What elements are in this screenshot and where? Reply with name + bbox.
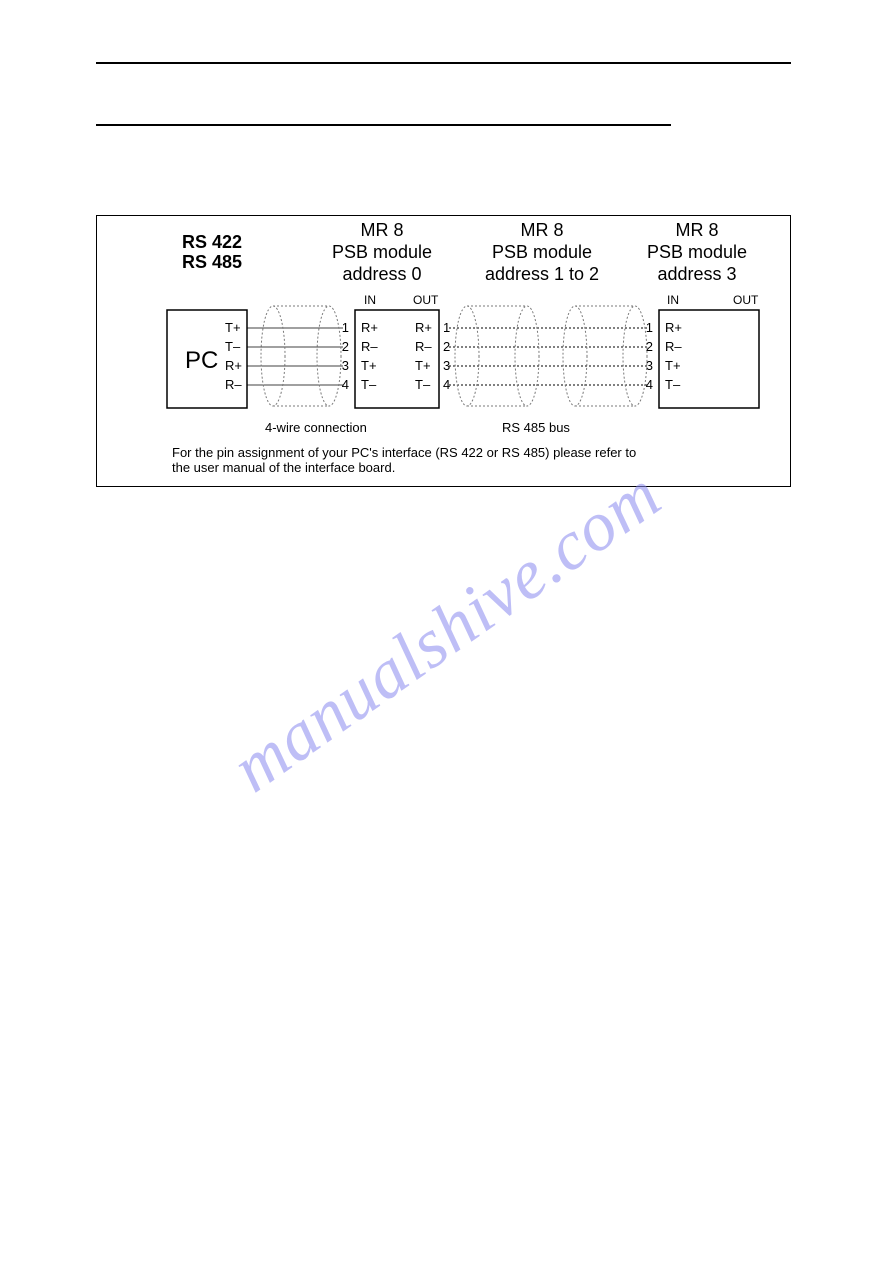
footnote-line-1: For the pin assignment of your PC's inte…	[172, 445, 636, 460]
mod2-in-lbl-3: T–	[665, 377, 681, 392]
mod0-out-lbl-2: T+	[415, 358, 431, 373]
pc-pin-2: R+	[225, 358, 242, 373]
mod0-in-num-2: 3	[342, 358, 349, 373]
diagram-frame: RS 422 RS 485 PC T+ T– R+ R– MR 8 PSB mo…	[96, 215, 791, 487]
mod1-title-1: MR 8	[520, 220, 563, 240]
cable-left-shield	[261, 306, 341, 406]
mod2-out-label: OUT	[733, 293, 759, 307]
mod0-title-3: address 0	[342, 264, 421, 284]
horizontal-rule-top	[96, 62, 791, 64]
pc-pin-3: R–	[225, 377, 242, 392]
mod0-out-lbl-1: R–	[415, 339, 432, 354]
pc-pin-0: T+	[225, 320, 241, 335]
mod0-in-lbl-2: T+	[361, 358, 377, 373]
mod0-in-lbl-0: R+	[361, 320, 378, 335]
footnote-line-2: the user manual of the interface board.	[172, 460, 395, 475]
pc-pin-1: T–	[225, 339, 241, 354]
mod2-in-lbl-1: R–	[665, 339, 682, 354]
cable-note-right: RS 485 bus	[502, 420, 570, 435]
mod0-in-label: IN	[364, 293, 376, 307]
mod0-title-1: MR 8	[360, 220, 403, 240]
cable-note-left: 4-wire connection	[265, 420, 367, 435]
pc-title-1: RS 422	[182, 232, 242, 252]
mod0-in-lbl-3: T–	[361, 377, 377, 392]
mod2-title-3: address 3	[657, 264, 736, 284]
mod2-in-lbl-2: T+	[665, 358, 681, 373]
pc-title-2: RS 485	[182, 252, 242, 272]
watermark-text: manualshive.com	[218, 454, 676, 808]
wiring-diagram-svg: RS 422 RS 485 PC T+ T– R+ R– MR 8 PSB mo…	[97, 216, 792, 488]
mod2-in-lbl-0: R+	[665, 320, 682, 335]
mod2-in-label: IN	[667, 293, 679, 307]
mod0-out-lbl-0: R+	[415, 320, 432, 335]
mod0-title-2: PSB module	[332, 242, 432, 262]
mod2-title-1: MR 8	[675, 220, 718, 240]
mod0-out-label: OUT	[413, 293, 439, 307]
cable-right-shield	[455, 306, 647, 406]
cable-left-wires	[247, 328, 343, 385]
mod0-in-lbl-1: R–	[361, 339, 378, 354]
mod0-out-lbl-3: T–	[415, 377, 431, 392]
mod1-title-2: PSB module	[492, 242, 592, 262]
mod0-in-num-3: 4	[342, 377, 349, 392]
mod0-in-num-1: 2	[342, 339, 349, 354]
mod0-in-num-0: 1	[342, 320, 349, 335]
mod1-title-3: address 1 to 2	[485, 264, 599, 284]
horizontal-rule-second	[96, 124, 671, 126]
pc-box-label: PC	[185, 347, 218, 374]
mod2-title-2: PSB module	[647, 242, 747, 262]
